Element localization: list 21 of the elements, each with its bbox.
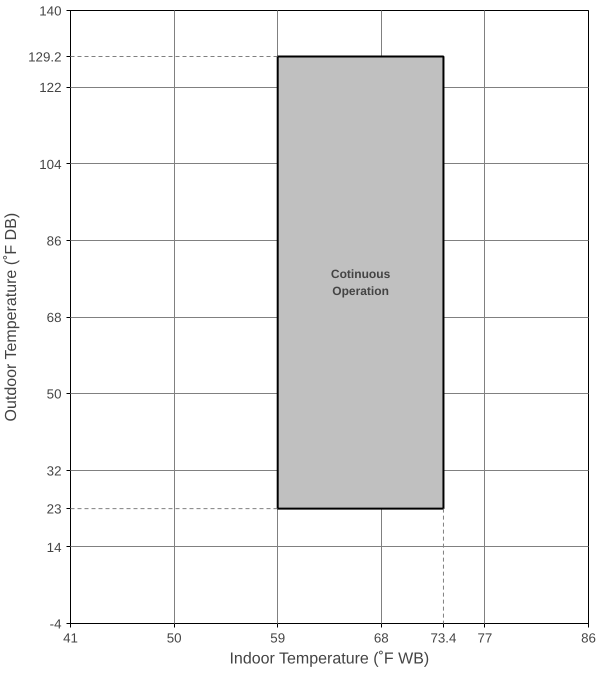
y-tick-label: 32	[46, 463, 62, 478]
x-tick-label: 41	[63, 630, 78, 646]
x-tick-label: 50	[166, 630, 182, 646]
y-axis-title: Outdoor Temperature (˚F DB)	[3, 212, 20, 422]
x-tick-label: 86	[581, 630, 596, 646]
y-tick-label: 14	[46, 540, 62, 555]
y-tick-label: 129.2	[28, 49, 62, 64]
y-tick-label: 140	[39, 4, 62, 18]
annotation: Cotinuous Operation	[330, 267, 391, 298]
x-tick-label: 68	[374, 630, 389, 646]
x-tick-label: 77	[477, 630, 492, 646]
y-tick-label: 86	[46, 233, 62, 248]
y-tick-label: 104	[39, 156, 62, 172]
y-tick-label: -4	[50, 616, 62, 632]
y-tick-label: 122	[39, 80, 62, 96]
y-tick-label: 23	[46, 502, 62, 517]
y-tick-label: 68	[46, 310, 62, 325]
x-tick-label: 59	[270, 630, 286, 646]
x-tick-label: 73.4	[430, 630, 458, 646]
x-axis-title: Indoor Temperature (˚F WB)	[229, 650, 430, 668]
y-tick-label: 50	[46, 386, 62, 402]
